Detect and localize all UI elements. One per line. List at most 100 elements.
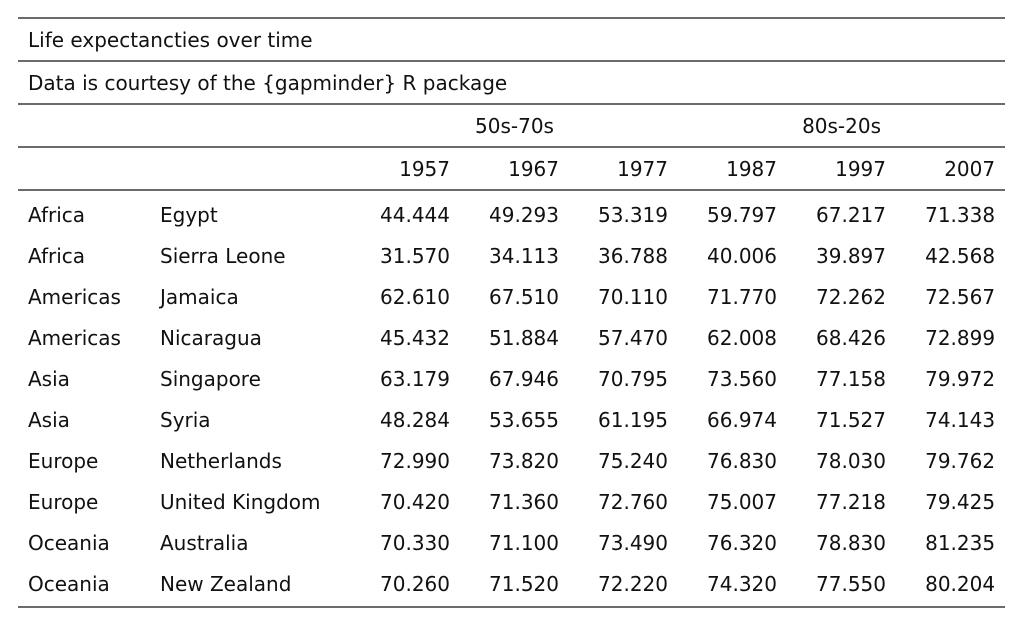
region-cell: Africa (28, 203, 86, 227)
life-expectancy-cell: 75.240 (598, 448, 668, 473)
column-header-year: 2007 (896, 147, 1006, 191)
life-expectancy-cell: 70.330 (380, 530, 450, 555)
region-cell: Asia (28, 366, 70, 391)
life-expectancy-cell: 79.972 (925, 366, 996, 391)
spanner-label: 50s-70s (351, 104, 678, 148)
life-expectancy-cell: 72.760 (598, 489, 668, 514)
column-header-year: 1957 (351, 147, 460, 191)
life-expectancy-cell: 75.007 (707, 489, 777, 514)
life-expectancy-cell: 71.770 (707, 284, 777, 309)
life-expectancy-cell: 80.204 (896, 563, 1006, 608)
life-expectancy-cell: 76.830 (707, 448, 777, 473)
life-expectancy-cell: 70.260 (351, 563, 460, 608)
table-row: Oceania New Zealand 70.260 71.520 72.220 74.3… (18, 563, 1006, 608)
life-expectancy-cell: 73.820 (489, 448, 559, 473)
life-expectancy-cell: 62.610 (380, 284, 450, 309)
country-cell: New Zealand (150, 563, 351, 608)
country-cell: Egypt (160, 203, 218, 227)
country-cell: Singapore (160, 366, 261, 391)
table-row: Africa Egypt 44.444 49.293 53.319 59.797 67.21… (18, 190, 1005, 235)
life-expectancy-cell: 79.762 (925, 448, 996, 473)
table-row: Oceania Australia 70.330 71.100 73.490 76.320… (18, 522, 1005, 563)
life-expectancy-cell: 73.490 (598, 530, 668, 555)
region-cell: Oceania (28, 530, 110, 555)
life-expectancy-cell: 42.568 (925, 243, 996, 268)
life-expectancy-cell: 72.262 (816, 284, 886, 309)
life-expectancy-cell: 71.338 (925, 203, 996, 227)
life-expectancy-cell: 71.100 (489, 530, 559, 555)
life-expectancy-cell: 76.320 (707, 530, 777, 555)
stub-header-country (150, 147, 351, 191)
country-cell: Netherlands (160, 448, 282, 473)
life-expectancy-cell: 71.520 (460, 563, 569, 608)
life-expectancy-cell: 31.570 (380, 243, 450, 268)
life-expectancy-cell: 51.884 (489, 325, 559, 350)
life-expectancy-cell: 67.510 (489, 284, 559, 309)
life-expectancy-cell: 71.360 (489, 489, 559, 514)
life-expectancy-cell: 62.008 (707, 325, 777, 350)
life-expectancy-cell: 78.830 (816, 530, 886, 555)
life-expectancy-cell: 53.655 (489, 407, 559, 432)
life-expectancy-cell: 73.560 (707, 366, 777, 391)
life-expectancy-cell: 53.319 (598, 203, 668, 227)
life-expectancy-cell: 70.795 (598, 366, 668, 391)
table-row: Europe Netherlands 72.990 73.820 75.240 76.83… (18, 440, 1005, 481)
country-cell: Australia (160, 530, 249, 555)
life-expectancy-cell: 71.527 (816, 407, 886, 432)
table-row: Europe United Kingdom 70.420 71.360 72.760 75… (18, 481, 1005, 522)
region-cell: Africa (28, 243, 86, 268)
table-row: Americas Nicaragua 45.432 51.884 57.470 62.00… (18, 317, 1005, 358)
life-expectancy-cell: 74.143 (925, 407, 996, 432)
country-cell: United Kingdom (160, 489, 321, 514)
life-expectancy-cell: 49.293 (489, 203, 559, 227)
life-expectancy-cell: 66.974 (707, 407, 777, 432)
country-cell: Syria (160, 407, 211, 432)
life-expectancy-cell: 70.420 (380, 489, 450, 514)
table-body: Africa Egypt 44.444 49.293 53.319 59.797 67.21… (18, 190, 1006, 608)
table-row: Asia Syria 48.284 53.655 61.195 66.974 71.527 7… (18, 399, 1005, 440)
life-expectancy-cell: 72.899 (925, 325, 996, 350)
life-expectancy-cell: 72.220 (569, 563, 678, 608)
column-header-year: 1967 (460, 147, 569, 191)
column-header-year: 1977 (569, 147, 678, 191)
table-title: Life expectancties over time (18, 17, 1006, 62)
column-header-year: 1987 (678, 147, 787, 191)
spanner-empty (18, 104, 351, 148)
region-cell: Americas (28, 325, 121, 350)
life-expectancy-cell: 48.284 (380, 407, 450, 432)
life-expectancy-table-container: Life expectancties over time Data is cou… (18, 17, 1006, 608)
life-expectancy-cell: 34.113 (489, 243, 559, 268)
life-expectancy-cell: 44.444 (380, 203, 450, 227)
life-expectancy-cell: 77.218 (816, 489, 886, 514)
country-cell: Sierra Leone (160, 243, 286, 268)
country-cell: Nicaragua (160, 325, 262, 350)
region-cell: Oceania (18, 563, 150, 608)
region-cell: Americas (28, 284, 121, 309)
region-cell: Europe (28, 448, 99, 473)
life-expectancy-cell: 72.990 (380, 448, 450, 473)
region-cell: Europe (28, 489, 99, 514)
life-expectancy-cell: 77.158 (816, 366, 886, 391)
life-expectancy-cell: 70.110 (598, 284, 668, 309)
life-expectancy-cell: 59.797 (707, 203, 777, 227)
table-row: Americas Jamaica 62.610 67.510 70.110 71.770 7… (18, 276, 1005, 317)
life-expectancy-cell: 79.425 (925, 489, 996, 514)
life-expectancy-cell: 67.946 (489, 366, 559, 391)
region-cell: Asia (28, 407, 70, 432)
column-header-year: 1997 (787, 147, 896, 191)
stub-header-region (18, 147, 150, 191)
life-expectancy-cell: 45.432 (380, 325, 450, 350)
life-expectancy-cell: 63.179 (380, 366, 450, 391)
table-row: Asia Singapore 63.179 67.946 70.795 73.560 77.… (18, 358, 1005, 399)
table-subtitle: Data is courtesy of the {gapminder} R pa… (18, 61, 1006, 105)
life-expectancy-cell: 81.235 (925, 530, 996, 555)
life-expectancy-cell: 40.006 (707, 243, 777, 268)
country-cell: Jamaica (160, 284, 239, 309)
life-expectancy-cell: 74.320 (678, 563, 787, 608)
life-expectancy-table: Life expectancties over time Data is cou… (18, 17, 1006, 608)
life-expectancy-cell: 77.550 (787, 563, 896, 608)
table-row: Africa Sierra Leone 31.570 34.113 36.788 40.0… (18, 235, 1005, 276)
table-header: Life expectancties over time Data is cou… (18, 17, 1006, 191)
life-expectancy-cell: 39.897 (816, 243, 886, 268)
life-expectancy-cell: 78.030 (816, 448, 886, 473)
